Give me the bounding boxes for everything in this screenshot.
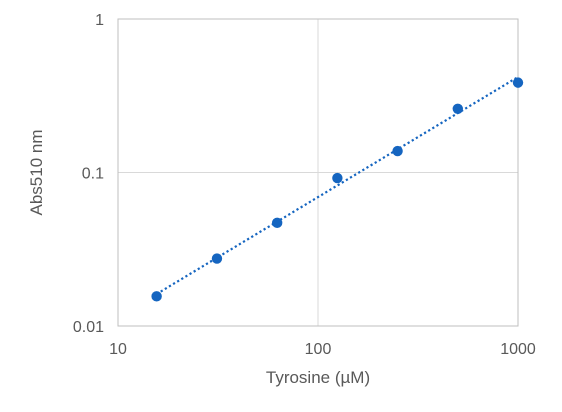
- data-point: [512, 77, 524, 88]
- x-tick-labels: 10 100 1000: [109, 341, 536, 358]
- x-tick-label: 1000: [500, 341, 536, 358]
- y-tick-labels: 0.01 0.1 1: [73, 12, 104, 336]
- data-point: [452, 103, 463, 115]
- trendline-layer: [156, 76, 519, 295]
- y-axis-title: Abs510 nm: [27, 130, 46, 216]
- x-tick-label: 100: [305, 341, 332, 358]
- y-tick-label: 1: [95, 12, 104, 29]
- data-point: [271, 217, 283, 229]
- x-axis-title: Tyrosine (µM): [266, 368, 370, 387]
- data-point: [332, 172, 343, 184]
- data-point: [151, 291, 162, 302]
- points-layer: [151, 77, 524, 302]
- trendline: [156, 76, 519, 295]
- x-tick-label: 10: [109, 341, 127, 358]
- plot-area-frame: [117, 18, 519, 327]
- data-point: [392, 145, 403, 157]
- y-tick-label: 0.1: [82, 166, 104, 183]
- y-tick-label: 0.01: [73, 319, 104, 336]
- data-point: [211, 253, 223, 264]
